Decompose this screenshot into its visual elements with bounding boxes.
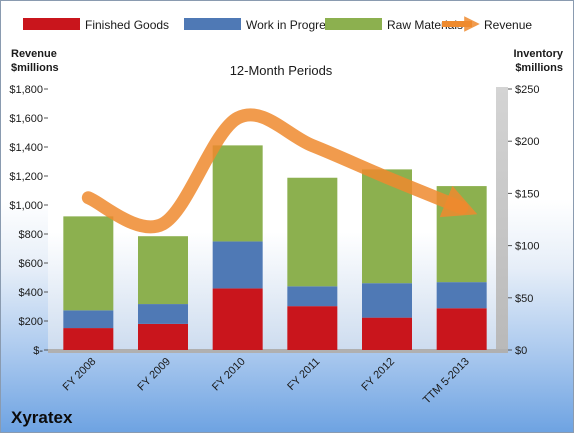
left-axis: $- $200 $400 $600 $800 $1,000 $1,200 $1,400 $1,6… — [9, 84, 48, 357]
left-tick-label: $200 — [19, 316, 43, 328]
legend: Finished Goods Work in Progress Raw Materi… — [23, 16, 532, 32]
x-tick-label: FY 2008 — [61, 356, 99, 394]
legend-label: Finished Goods — [85, 18, 169, 32]
bar-segment — [63, 310, 114, 329]
right-tick-label: $250 — [515, 84, 539, 96]
legend-swatch — [23, 18, 80, 30]
x-tick-label: FY 2009 — [135, 356, 173, 394]
bar-segment — [138, 304, 188, 324]
x-axis: FY 2008 FY 2009 FY 2010 FY 2011 FY 2012 TTM 5… — [61, 356, 472, 407]
bar-segment — [287, 177, 338, 287]
revenue-line — [81, 108, 478, 234]
legend-label: Revenue — [484, 18, 532, 32]
left-axis-title-line1: Revenue — [11, 48, 57, 60]
left-tick-label: $400 — [19, 287, 43, 299]
right-tick-label: $100 — [515, 241, 539, 253]
bar-segment — [138, 323, 188, 350]
left-tick-label: $- — [33, 345, 43, 357]
left-tick-label: $800 — [19, 229, 43, 241]
plot-side-wall — [496, 87, 508, 351]
x-tick-label: TTM 5-2013 — [421, 356, 472, 407]
bar-segment — [63, 216, 114, 311]
revenue-line-group — [81, 108, 478, 234]
left-tick-label: $1,000 — [9, 200, 43, 212]
bar-segment — [287, 306, 338, 350]
x-tick-label: FY 2012 — [359, 356, 397, 394]
x-tick-label: FY 2011 — [285, 356, 322, 393]
bar-segment — [436, 308, 487, 350]
left-axis-title-line2: $millions — [11, 62, 59, 74]
plot-floor — [48, 349, 508, 353]
bar-segment — [212, 241, 263, 289]
legend-swatch — [184, 18, 241, 30]
chart-title: 12-Month Periods — [230, 63, 333, 78]
left-tick-label: $600 — [19, 258, 43, 270]
company-name: Xyratex — [11, 408, 73, 427]
right-tick-label: $0 — [515, 345, 527, 357]
bar-segment — [212, 145, 263, 242]
right-tick-label: $150 — [515, 188, 539, 200]
right-axis-title-line1: Inventory — [513, 48, 563, 60]
bar-segment — [436, 282, 487, 309]
legend-label: Work in Progress — [246, 18, 338, 32]
left-tick-label: $1,400 — [9, 142, 43, 154]
right-axis-title-line2: $millions — [515, 62, 563, 74]
x-tick-label: FY 2010 — [210, 356, 248, 394]
bar-segment — [138, 236, 188, 305]
bar-segment — [362, 317, 412, 350]
legend-swatch — [325, 18, 382, 30]
right-axis: $0 $50 $100 $150 $200 $250 — [508, 84, 539, 357]
left-tick-label: $1,800 — [9, 84, 43, 96]
right-tick-label: $200 — [515, 136, 539, 148]
left-tick-label: $1,200 — [9, 171, 43, 183]
bars — [63, 145, 487, 350]
bar-segment — [362, 283, 412, 318]
bar-segment — [63, 328, 114, 350]
bar-segment — [212, 288, 263, 350]
left-tick-label: $1,600 — [9, 113, 43, 125]
right-tick-label: $50 — [515, 293, 533, 305]
bar-segment — [287, 286, 338, 307]
